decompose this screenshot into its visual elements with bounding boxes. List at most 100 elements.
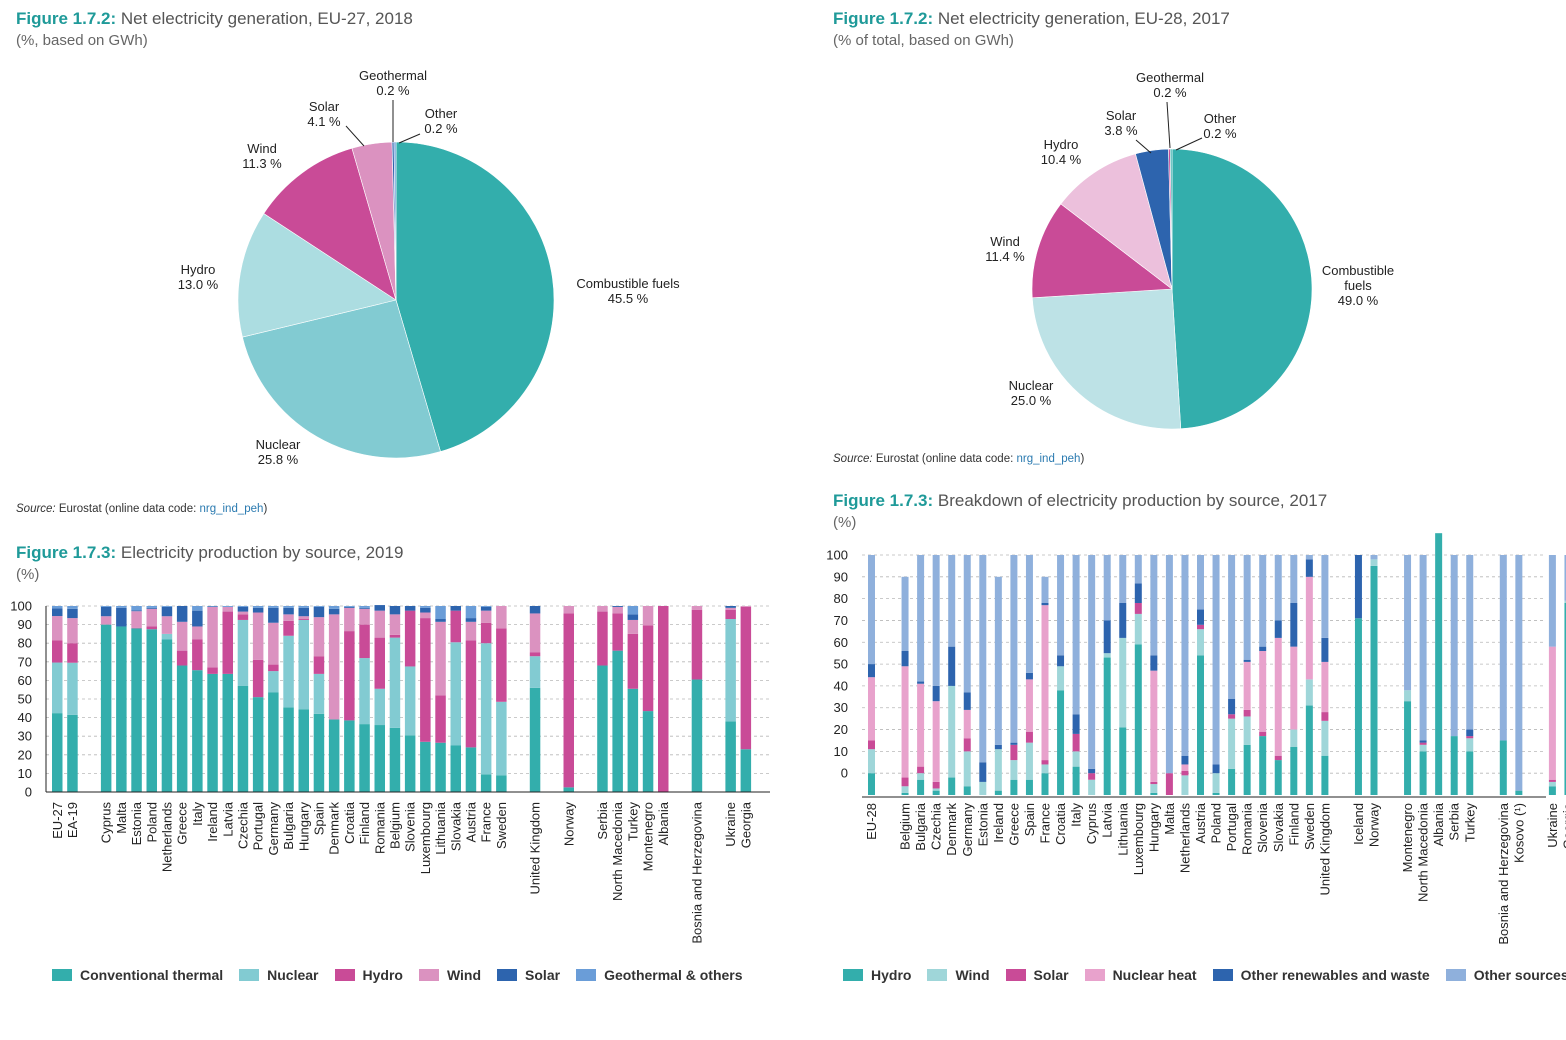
bar2019-bar-greece xyxy=(176,606,188,792)
bar2017-xlabel-ireland: Ireland xyxy=(991,803,1006,843)
bar2017-segment-luxembourg-hydro xyxy=(1134,644,1142,795)
bar2019-segment-cyprus-geothermal-others xyxy=(100,606,112,607)
bar2017-segment-kosovo-hydro xyxy=(1515,790,1523,795)
bar2017-segment-hungary-wind xyxy=(1150,784,1158,793)
bar2019-bar-ea-19 xyxy=(67,606,78,792)
bar2017-segment-hungary-nuclear-heat xyxy=(1150,670,1158,782)
bar2017-segment-north-macedonia-wind xyxy=(1419,744,1427,752)
bar2019-segment-eu-27-geothermal-others xyxy=(52,606,63,609)
bar2019-segment-lithuania-solar xyxy=(435,619,446,622)
bar2017-segment-estonia-other-renewables-and-waste xyxy=(979,762,987,782)
bar2017-bar-romania xyxy=(1243,555,1251,795)
bar2019-segment-lithuania-geothermal-others xyxy=(435,606,446,620)
bar2019-segment-france-conventional-thermal xyxy=(480,774,492,792)
bar2017-bar-netherlands xyxy=(1181,555,1189,795)
bar2019-segment-luxembourg-solar xyxy=(420,607,431,613)
bar2019-segment-poland-wind xyxy=(146,608,157,627)
bar2019-segment-united-kingdom-conventional-thermal xyxy=(529,687,541,792)
bar2017-bar-sweden xyxy=(1305,555,1313,795)
bar2017-segment-ireland-other-sources xyxy=(994,576,1002,745)
bar2019-segment-germany-geothermal-others xyxy=(268,606,279,608)
bar2017-segment-latvia-hydro xyxy=(1103,657,1111,795)
bar2017-segment-spain-nuclear-heat xyxy=(1025,679,1033,732)
bar2017-legend-label-other-renewables-and-waste: Other renewables and waste xyxy=(1240,967,1430,983)
bar2017-segment-finland-other-renewables-and-waste xyxy=(1290,603,1298,647)
bar2017-segment-hungary-other-renewables-and-waste xyxy=(1150,655,1158,671)
bar2019-segment-latvia-wind xyxy=(222,606,233,612)
bar2017-bar-denmark xyxy=(948,555,956,795)
bar2019-xlabel-italy: Italy xyxy=(190,802,205,826)
pie2017-title-text: Net electricity generation, EU-28, 2017 xyxy=(937,9,1230,28)
bar2019-segment-germany-nuclear xyxy=(268,671,279,693)
bar2017-segment-germany-other-sources xyxy=(963,555,971,693)
bar2017-chart: 0 10 20 30 40 50 60 70 80 90 100 EU-28 Belgium Bulgar… xyxy=(826,533,1566,945)
bar2017-segment-united-kingdom-wind xyxy=(1321,720,1329,756)
bar2017-segment-france-other-sources xyxy=(1041,576,1049,603)
bar2019-ytick-20: 20 xyxy=(18,747,32,762)
bar2017-bar-kosovo xyxy=(1515,555,1523,795)
bar2019-xlabel-portugal: Portugal xyxy=(251,802,266,851)
bar2019-segment-croatia-wind xyxy=(344,607,355,632)
bar2019-legend-item-solar: Solar xyxy=(497,967,560,983)
pie2017-label-name-other: Other xyxy=(1204,111,1237,126)
bar2017-xlabel-slovakia: Slovakia xyxy=(1271,802,1286,852)
bar2019-segment-croatia-hydro xyxy=(344,631,355,721)
bar2017-legend-label-solar: Solar xyxy=(1033,967,1069,983)
bar2019-segment-portugal-hydro xyxy=(252,659,264,698)
pie2018-slice-nuclear xyxy=(242,299,441,459)
bar2017-segment-portugal-other-sources xyxy=(1228,555,1236,699)
bar2019-segment-bosnia-and-herzegovina-hydro xyxy=(691,609,703,680)
bar2017-xlabel-estonia: Estonia xyxy=(975,802,990,846)
bar2019-panel: Figure 1.7.3: Electricity production by … xyxy=(0,535,790,1040)
bar2019-segment-estonia-geothermal-others xyxy=(131,606,142,611)
bar2017-bar-estonia xyxy=(979,555,987,795)
bar2017-segment-georgia-other-sources xyxy=(1564,555,1566,601)
bar2017-segment-romania-solar xyxy=(1243,709,1251,717)
bar2017-segment-greece-wind xyxy=(1010,760,1018,780)
bar2019-xlabel-bosnia-and-herzegovina: Bosnia and Herzegovina xyxy=(689,801,704,943)
bar2017-segment-luxembourg-wind xyxy=(1134,613,1142,645)
bar2019-segment-bulgaria-wind xyxy=(283,614,294,621)
bar2019-segment-france-solar xyxy=(480,606,492,611)
bar2017-segment-greece-solar xyxy=(1010,744,1018,761)
bar2019-bar-finland xyxy=(359,606,370,792)
bar2017-segment-eu-28-wind xyxy=(868,749,875,774)
pie2018-label-value-wind: 11.3 % xyxy=(242,156,282,171)
bar2017-segment-georgia-wind xyxy=(1564,600,1566,603)
pie2018-source-code[interactable]: nrg_ind_peh xyxy=(199,503,264,515)
bar2017-segment-slovenia-solar xyxy=(1259,731,1267,737)
bar2019-segment-czechia-solar xyxy=(237,606,249,612)
bar2017-segment-denmark-other-sources xyxy=(948,555,956,647)
bar2019-xlabel-hungary: Hungary xyxy=(296,802,311,852)
bar2017-segment-united-kingdom-other-renewables-and-waste xyxy=(1321,637,1329,662)
bar2017-bar-ireland xyxy=(994,576,1002,795)
bar2017-xlabel-kosovo: Kosovo (¹) xyxy=(1511,803,1526,863)
bar2019-legend-label-solar: Solar xyxy=(525,967,561,983)
pie2017-label-name-geothermal: Geothermal xyxy=(1136,70,1204,85)
bar2019-segment-united-kingdom-nuclear xyxy=(529,656,541,688)
bar2017-bar-north-macedonia xyxy=(1419,555,1427,795)
bar2017-segment-italy-other-renewables-and-waste xyxy=(1072,714,1080,734)
pie2017-figure-number: Figure 1.7.2: xyxy=(833,9,934,28)
bar2017-xlabel-bosnia-and-herzegovina: Bosnia and Herzegovina xyxy=(1496,802,1511,944)
pie2018-label-value-geothermal: 0.2 % xyxy=(376,83,410,98)
pie2018-label-name-hydro: Hydro xyxy=(181,262,216,277)
pie2017-source-code[interactable]: nrg_ind_peh xyxy=(1016,453,1081,465)
bar2017-segment-cyprus-solar xyxy=(1088,773,1096,780)
pie2017-slice-wind xyxy=(1031,203,1173,299)
bar2017-segment-luxembourg-solar xyxy=(1134,603,1142,614)
bar2017-xlabel-czechia: Czechia xyxy=(929,802,944,850)
bar2019-figure-number: Figure 1.7.3: xyxy=(16,543,117,562)
bar2019-segment-hungary-solar xyxy=(298,607,309,617)
pie2017-subtitle: (% of total, based on GWh) xyxy=(833,32,1014,49)
bar2017-xlabel-portugal: Portugal xyxy=(1224,803,1239,852)
pie2017-source-text: Eurostat (online data code: xyxy=(872,453,1017,465)
bar2017-xlabel-spain: Spain xyxy=(1022,803,1037,836)
bar2017-xlabel-slovenia: Slovenia xyxy=(1255,802,1270,853)
bar2019-segment-ukraine-wind xyxy=(725,607,736,610)
bar2019-segment-norway-conventional-thermal xyxy=(563,787,574,792)
pie2018-figure-number: Figure 1.7.2: xyxy=(16,9,117,28)
bar2019-segment-north-macedonia-wind xyxy=(612,606,623,614)
bar2019-segment-turkey-hydro xyxy=(627,633,639,689)
